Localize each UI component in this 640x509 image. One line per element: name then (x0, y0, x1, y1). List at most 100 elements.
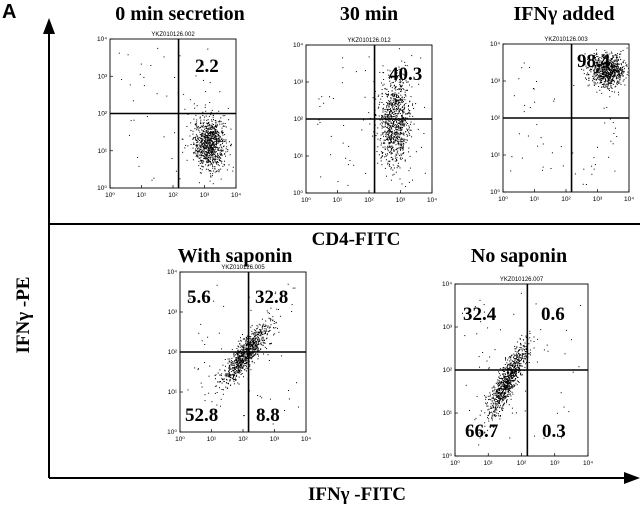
event-dot (507, 386, 509, 388)
event-dot (587, 72, 589, 74)
plot-title: No saponin (471, 245, 567, 267)
event-dot (205, 153, 207, 155)
event-dot (391, 132, 393, 133)
event-dot (510, 373, 512, 375)
event-dot (504, 385, 506, 387)
event-dot (485, 402, 486, 404)
event-dot (604, 67, 606, 69)
event-dot (588, 84, 590, 86)
event-dot (270, 343, 272, 345)
event-dot (594, 58, 596, 60)
event-dot (206, 119, 208, 121)
event-dot (387, 133, 389, 135)
y-tick-label: 10² (443, 367, 453, 374)
event-dot (596, 70, 597, 72)
event-dot (393, 150, 395, 152)
event-dot (244, 338, 246, 340)
event-dot (486, 403, 488, 405)
event-dot (238, 352, 240, 354)
event-dot (525, 348, 527, 350)
event-dot (599, 68, 601, 70)
event-dot (515, 373, 517, 375)
event-dot (211, 148, 212, 150)
event-dot (406, 65, 408, 67)
event-dot (610, 65, 612, 66)
event-dot (387, 123, 389, 125)
event-dot (243, 338, 245, 340)
event-dot (616, 70, 618, 72)
event-dot (213, 149, 214, 151)
event-dot (195, 139, 196, 141)
event-dot (385, 159, 387, 161)
event-dot (222, 364, 224, 366)
event-dot (378, 103, 380, 105)
event-dot (236, 348, 238, 349)
event-dot (510, 377, 512, 378)
event-dot (591, 69, 593, 70)
event-dot (229, 377, 231, 378)
event-dot (210, 114, 212, 116)
event-dot (511, 380, 513, 381)
event-dot (386, 136, 388, 138)
event-dot (278, 309, 279, 310)
event-dot (318, 98, 320, 100)
event-dot (389, 142, 391, 144)
event-dot (616, 77, 618, 79)
event-dot (382, 84, 384, 86)
event-dot (251, 348, 253, 350)
event-dot (269, 343, 270, 345)
event-dot (508, 374, 510, 376)
event-dot (617, 68, 619, 69)
event-dot (498, 380, 500, 382)
event-dot (205, 131, 207, 133)
plot-title: 0 min secretion (115, 3, 245, 25)
event-dot (607, 75, 609, 77)
event-dot (256, 328, 258, 330)
event-dot (391, 148, 392, 149)
event-dot (402, 88, 404, 89)
event-dot (508, 391, 509, 392)
event-dot (229, 365, 231, 367)
event-dot (252, 340, 254, 342)
event-dot (493, 392, 495, 394)
event-dot (494, 406, 496, 408)
event-dot (383, 141, 385, 143)
event-dot (238, 367, 240, 369)
event-dot (513, 374, 514, 376)
event-dot (604, 75, 606, 77)
event-dot (524, 104, 526, 106)
event-dot (519, 360, 521, 362)
event-dot (383, 126, 385, 128)
event-dot (609, 83, 611, 85)
event-dot (257, 349, 259, 351)
y-tick-label: 10⁴ (442, 281, 452, 288)
event-dot (621, 74, 623, 76)
event-dot (271, 342, 272, 344)
event-dot (363, 119, 364, 121)
event-dot (512, 381, 514, 383)
event-dot (229, 369, 231, 371)
event-dot (396, 96, 397, 97)
event-dot (605, 58, 607, 60)
event-dot (256, 347, 257, 349)
event-dot (212, 159, 213, 161)
event-dot (601, 55, 603, 57)
event-dot (196, 146, 198, 148)
event-dot (499, 388, 501, 390)
event-dot (209, 153, 211, 155)
event-dot (233, 379, 235, 381)
event-dot (398, 68, 400, 70)
event-dot (397, 132, 399, 134)
event-dot (625, 65, 627, 67)
event-dot (230, 360, 232, 362)
event-dot (221, 123, 223, 125)
event-dot (212, 143, 214, 145)
event-dot (496, 394, 498, 396)
event-dot (281, 355, 283, 357)
event-dot (394, 98, 396, 100)
event-dot (478, 432, 480, 434)
event-dot (382, 72, 384, 73)
event-dot (593, 78, 595, 80)
event-dot (186, 159, 188, 161)
event-dot (228, 372, 230, 374)
